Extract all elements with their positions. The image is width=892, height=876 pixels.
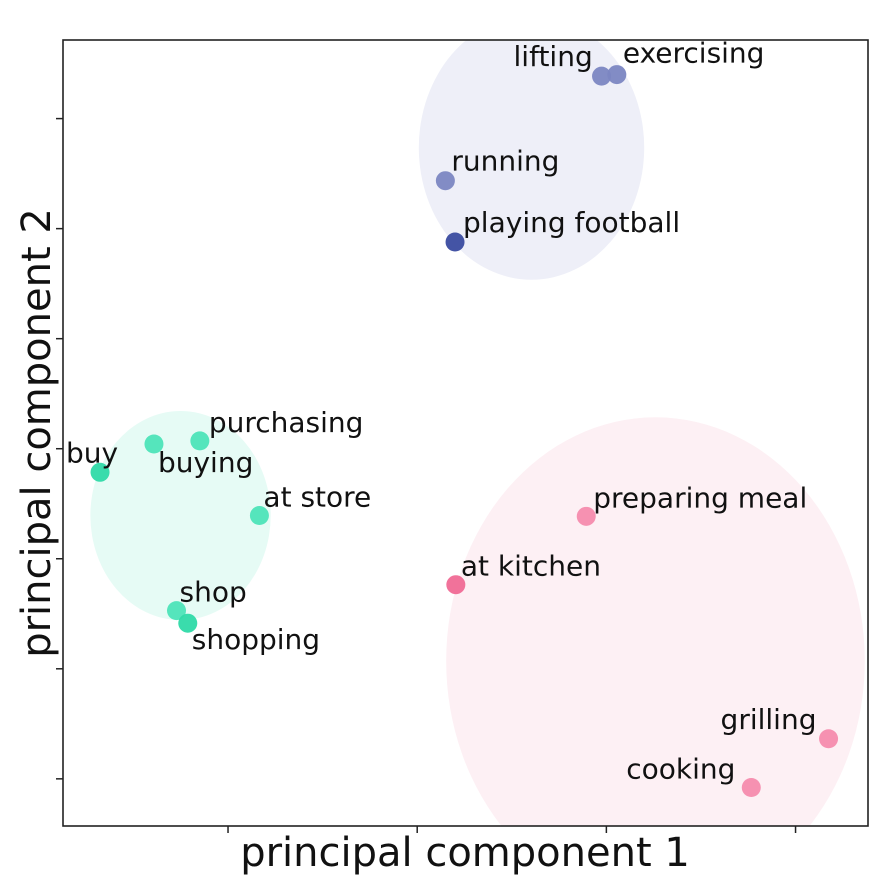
- data-point-preparing-meal: [576, 506, 596, 526]
- point-label-purchasing: purchasing: [209, 406, 364, 439]
- point-label-grilling: grilling: [721, 703, 817, 736]
- point-label-buying: buying: [158, 446, 253, 479]
- data-point-cooking: [741, 777, 761, 797]
- data-point-playing-football: [445, 232, 465, 252]
- point-label-buy: buy: [66, 436, 118, 469]
- data-point-at-kitchen: [446, 575, 466, 595]
- cluster-ellipse-exercise: [418, 40, 645, 280]
- data-point-shop: [167, 601, 187, 621]
- x-axis-label: principal component 1: [240, 830, 690, 876]
- data-point-buying: [144, 434, 164, 454]
- point-label-lifting: lifting: [514, 40, 593, 73]
- point-label-exercising: exercising: [623, 37, 765, 70]
- point-label-at-kitchen: at kitchen: [461, 550, 601, 583]
- data-point-running: [435, 171, 455, 191]
- data-point-at-store: [249, 506, 269, 526]
- y-axis-label: principal component 2: [14, 208, 60, 658]
- cluster-ellipse-shopping: [90, 410, 271, 621]
- data-points: [90, 65, 839, 797]
- cluster-ellipses: [90, 40, 865, 826]
- point-label-at-store: at store: [263, 481, 371, 514]
- cluster-ellipse-cooking: [446, 417, 865, 826]
- data-point-grilling: [819, 729, 839, 749]
- data-point-exercising: [607, 65, 627, 85]
- data-point-purchasing: [190, 431, 210, 451]
- data-point-buy: [90, 462, 110, 482]
- plot-frame: [62, 39, 869, 827]
- point-label-playing-football: playing football: [463, 206, 680, 239]
- point-label-shopping: shopping: [192, 623, 320, 656]
- data-point-lifting: [592, 66, 612, 86]
- axis-ticks: [56, 117, 797, 833]
- data-point-shopping: [178, 613, 198, 633]
- point-labels: lifting exercising running playing football…: [66, 37, 816, 786]
- point-label-shop: shop: [180, 576, 247, 609]
- point-label-preparing-meal: preparing meal: [593, 481, 807, 514]
- point-label-running: running: [451, 145, 559, 178]
- point-label-cooking: cooking: [626, 752, 735, 785]
